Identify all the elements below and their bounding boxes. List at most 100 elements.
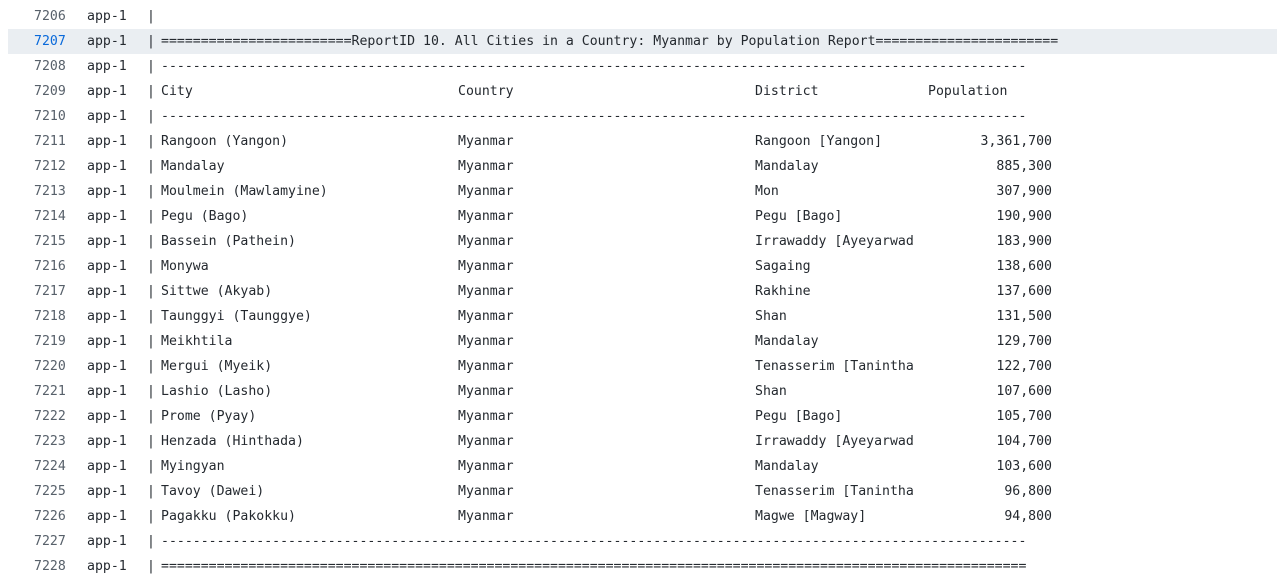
prefix-separator: | xyxy=(147,9,155,24)
line-number[interactable]: 7224 xyxy=(34,459,66,474)
container-prefix: app-1 xyxy=(87,384,127,399)
container-prefix: app-1 xyxy=(87,309,127,324)
line-number[interactable]: 7212 xyxy=(34,159,66,174)
line-number[interactable]: 7210 xyxy=(34,109,66,124)
cell-population: 307,900 xyxy=(996,184,1052,199)
log-line[interactable]: 7214 app-1 | Pegu (Bago) Myanmar Pegu [Bago] 1… xyxy=(0,204,1277,229)
prefix-separator: | xyxy=(147,309,155,324)
log-text: ----------------------------------------… xyxy=(161,109,1027,124)
log-line[interactable]: 7211 app-1 | Rangoon (Yangon) Myanmar Rangoon… xyxy=(0,129,1277,154)
container-prefix: app-1 xyxy=(87,459,127,474)
container-prefix: app-1 xyxy=(87,184,127,199)
cell-country: Myanmar xyxy=(458,459,514,474)
log-line[interactable]: 7225 app-1 | Tavoy (Dawei) Myanmar Tenasserim… xyxy=(0,479,1277,504)
log-line[interactable]: 7218 app-1 | Taunggyi (Taunggye) Myanmar Shan… xyxy=(0,304,1277,329)
cell-population: 138,600 xyxy=(996,259,1052,274)
cell-district: Mandalay xyxy=(755,459,819,474)
prefix-separator: | xyxy=(147,384,155,399)
line-number[interactable]: 7222 xyxy=(34,409,66,424)
cell-city: Bassein (Pathein) xyxy=(161,234,296,249)
cell-city: Mandalay xyxy=(161,159,225,174)
container-prefix: app-1 xyxy=(87,84,127,99)
log-line[interactable]: 7215 app-1 | Bassein (Pathein) Myanmar Irrawa… xyxy=(0,229,1277,254)
cell-district: Tenasserim [Tanintha xyxy=(755,484,914,499)
column-header-district: District xyxy=(755,84,819,99)
log-line[interactable]: 7209 app-1 | City Country District Population xyxy=(0,79,1277,104)
cell-city: Pegu (Bago) xyxy=(161,209,249,224)
log-line[interactable]: 7219 app-1 | Meikhtila Myanmar Mandalay 129,70… xyxy=(0,329,1277,354)
prefix-separator: | xyxy=(147,59,155,74)
line-number[interactable]: 7221 xyxy=(34,384,66,399)
container-prefix: app-1 xyxy=(87,34,127,49)
cell-country: Myanmar xyxy=(458,359,514,374)
line-number[interactable]: 7226 xyxy=(34,509,66,524)
container-prefix: app-1 xyxy=(87,434,127,449)
cell-district: Pegu [Bago] xyxy=(755,209,843,224)
cell-country: Myanmar xyxy=(458,434,514,449)
container-prefix: app-1 xyxy=(87,409,127,424)
cell-population: 129,700 xyxy=(996,334,1052,349)
line-number[interactable]: 7214 xyxy=(34,209,66,224)
cell-district: Magwe [Magway] xyxy=(755,509,867,524)
container-prefix: app-1 xyxy=(87,259,127,274)
cell-population: 105,700 xyxy=(996,409,1052,424)
log-line[interactable]: 7213 app-1 | Moulmein (Mawlamyine) Myanmar Mo… xyxy=(0,179,1277,204)
cell-country: Myanmar xyxy=(458,184,514,199)
line-number[interactable]: 7209 xyxy=(34,84,66,99)
line-number[interactable]: 7206 xyxy=(34,9,66,24)
line-number[interactable]: 7219 xyxy=(34,334,66,349)
cell-district: Rangoon [Yangon] xyxy=(755,134,883,149)
line-number[interactable]: 7218 xyxy=(34,309,66,324)
log-line[interactable]: 7221 app-1 | Lashio (Lasho) Myanmar Shan 107,6… xyxy=(0,379,1277,404)
container-prefix: app-1 xyxy=(87,159,127,174)
line-number[interactable]: 7223 xyxy=(34,434,66,449)
prefix-separator: | xyxy=(147,434,155,449)
container-prefix: app-1 xyxy=(87,534,127,549)
container-prefix: app-1 xyxy=(87,109,127,124)
log-line[interactable]: 7227 app-1 | ------------------------------… xyxy=(0,529,1277,554)
container-prefix: app-1 xyxy=(87,209,127,224)
prefix-separator: | xyxy=(147,409,155,424)
prefix-separator: | xyxy=(147,234,155,249)
log-line[interactable]: 7224 app-1 | Myingyan Myanmar Mandalay 103,600 xyxy=(0,454,1277,479)
line-number[interactable]: 7207 xyxy=(34,34,66,49)
prefix-separator: | xyxy=(147,559,155,574)
line-number[interactable]: 7208 xyxy=(34,59,66,74)
container-prefix: app-1 xyxy=(87,484,127,499)
log-line[interactable]: 7212 app-1 | Mandalay Myanmar Mandalay 885,300 xyxy=(0,154,1277,179)
cell-city: Prome (Pyay) xyxy=(161,409,257,424)
cell-district: Irrawaddy [Ayeyarwad xyxy=(755,234,914,249)
line-number[interactable]: 7216 xyxy=(34,259,66,274)
line-number[interactable]: 7227 xyxy=(34,534,66,549)
line-number[interactable]: 7211 xyxy=(34,134,66,149)
log-line[interactable]: 7226 app-1 | Pagakku (Pakokku) Myanmar Magwe … xyxy=(0,504,1277,529)
log-line[interactable]: 7220 app-1 | Mergui (Myeik) Myanmar Tenasseri… xyxy=(0,354,1277,379)
log-line[interactable]: 7207 app-1 | ========================Report… xyxy=(8,29,1277,54)
cell-city: Meikhtila xyxy=(161,334,233,349)
container-prefix: app-1 xyxy=(87,134,127,149)
line-number[interactable]: 7217 xyxy=(34,284,66,299)
prefix-separator: | xyxy=(147,34,155,49)
log-text: ----------------------------------------… xyxy=(161,534,1027,549)
line-number[interactable]: 7225 xyxy=(34,484,66,499)
line-number[interactable]: 7213 xyxy=(34,184,66,199)
log-line[interactable]: 7223 app-1 | Henzada (Hinthada) Myanmar Irraw… xyxy=(0,429,1277,454)
cell-country: Myanmar xyxy=(458,409,514,424)
prefix-separator: | xyxy=(147,134,155,149)
log-line[interactable]: 7228 app-1 | ==============================… xyxy=(0,554,1277,579)
line-number[interactable]: 7220 xyxy=(34,359,66,374)
cell-city: Lashio (Lasho) xyxy=(161,384,273,399)
log-line[interactable]: 7222 app-1 | Prome (Pyay) Myanmar Pegu [Bago]… xyxy=(0,404,1277,429)
log-line[interactable]: 7206 app-1 | xyxy=(0,4,1277,29)
line-number[interactable]: 7215 xyxy=(34,234,66,249)
cell-district: Pegu [Bago] xyxy=(755,409,843,424)
container-prefix: app-1 xyxy=(87,334,127,349)
log-line[interactable]: 7217 app-1 | Sittwe (Akyab) Myanmar Rakhine 13… xyxy=(0,279,1277,304)
cell-district: Irrawaddy [Ayeyarwad xyxy=(755,434,914,449)
line-number[interactable]: 7228 xyxy=(34,559,66,574)
log-line[interactable]: 7216 app-1 | Monywa Myanmar Sagaing 138,600 xyxy=(0,254,1277,279)
cell-country: Myanmar xyxy=(458,509,514,524)
log-line[interactable]: 7210 app-1 | ------------------------------… xyxy=(0,104,1277,129)
cell-population: 104,700 xyxy=(996,434,1052,449)
log-line[interactable]: 7208 app-1 | ------------------------------… xyxy=(0,54,1277,79)
